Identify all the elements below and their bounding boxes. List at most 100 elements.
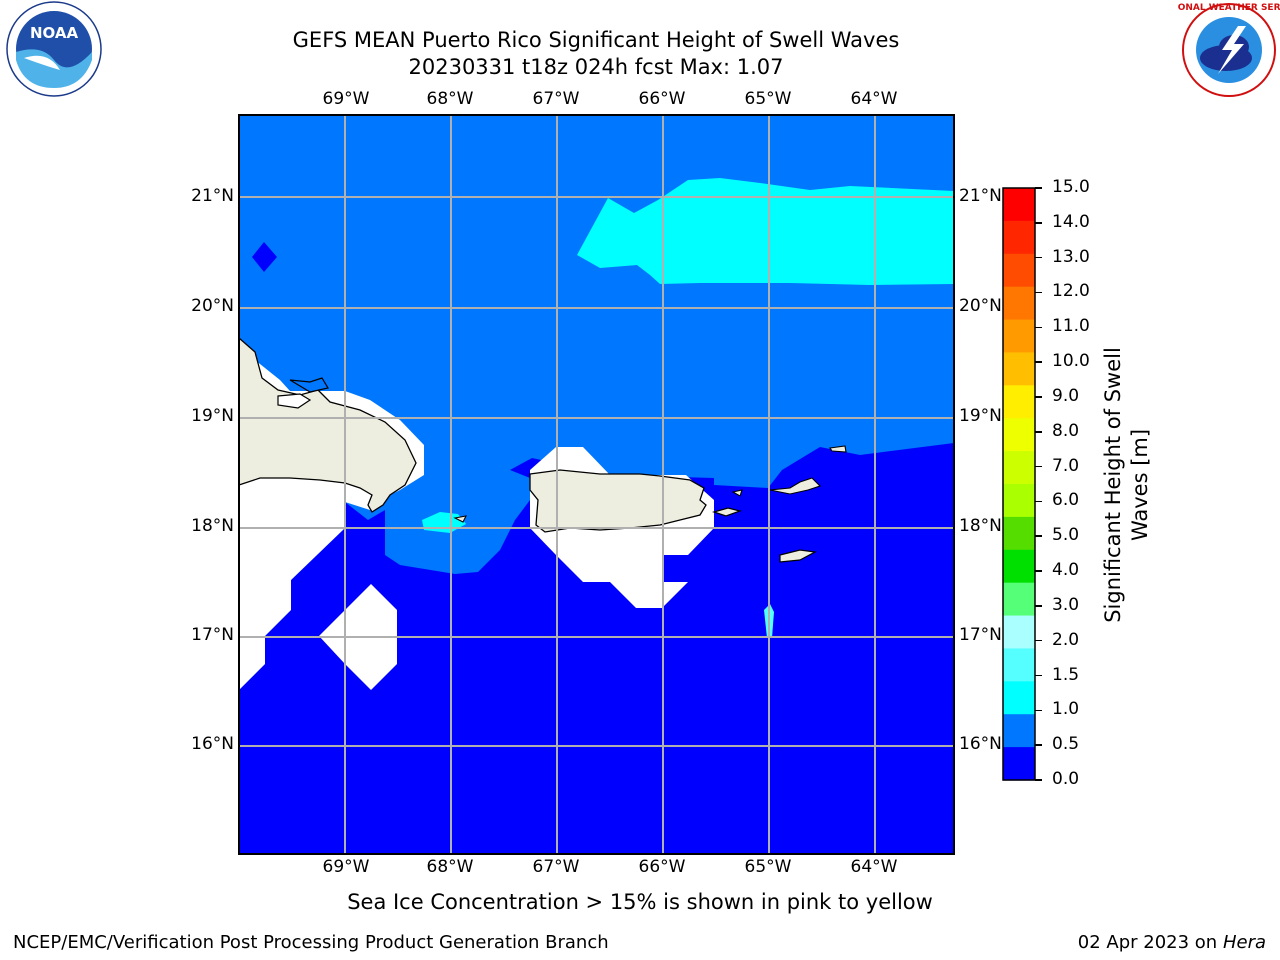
- colorbar-tick-label: 4.0: [1052, 560, 1080, 581]
- colorbar-tick-mark: [1035, 779, 1042, 781]
- colorbar-band: [1003, 451, 1035, 485]
- right-lat-label: 21°N: [959, 186, 1002, 206]
- colorbar-tick-label: 11.0: [1052, 316, 1090, 337]
- footer-host: Hera: [1222, 932, 1266, 953]
- colorbar-band: [1003, 681, 1035, 715]
- colorbar-tick-mark: [1035, 431, 1042, 433]
- right-lat-label: 19°N: [959, 406, 1002, 426]
- colorbar-tick-mark: [1035, 639, 1042, 642]
- colorbar-band: [1003, 385, 1035, 419]
- colorbar-tick-mark: [1035, 256, 1042, 259]
- colorbar-tick-label: 10.0: [1052, 351, 1090, 372]
- colorbar-band: [1003, 188, 1035, 222]
- nws-logo: NATIONAL WEATHER SERVICE: [1178, 3, 1280, 97]
- left-lat-label: 17°N: [191, 625, 234, 645]
- colorbar-band: [1003, 220, 1035, 255]
- left-lat-label: 16°N: [191, 734, 234, 754]
- colorbar-band: [1003, 352, 1035, 386]
- colorbar-tick-mark: [1035, 187, 1042, 189]
- left-lat-label: 21°N: [191, 186, 234, 206]
- land-mona: [453, 515, 467, 523]
- colorbar-band: [1003, 319, 1035, 354]
- left-lat-label: 20°N: [191, 296, 234, 316]
- islet-outline: [289, 377, 329, 393]
- bottom-lon-label: 68°W: [426, 857, 474, 877]
- nws-ring-text: NATIONAL WEATHER SERVICE: [1178, 3, 1280, 13]
- land-culebra: [731, 489, 743, 497]
- bay-outline: [277, 393, 312, 409]
- colorbar-tick-label: 7.0: [1052, 455, 1080, 476]
- swell-zone-high: [577, 178, 954, 285]
- colorbar-tick-label: 15.0: [1052, 177, 1090, 197]
- right-lat-label: 18°N: [959, 516, 1002, 536]
- colorbar-tick-label: 1.5: [1052, 664, 1080, 685]
- colorbar-tick-label: 8.0: [1052, 420, 1080, 441]
- colorbar-tick-mark: [1035, 361, 1042, 363]
- bottom-lon-label: 65°W: [744, 857, 792, 877]
- colorbar-tick-mark: [1035, 709, 1042, 712]
- footer-date-text: 02 Apr 2023 on: [1077, 932, 1223, 953]
- colorbar-band: [1003, 747, 1035, 781]
- left-lat-label: 19°N: [191, 406, 234, 426]
- colorbar-band: [1003, 286, 1035, 321]
- graticule: [239, 115, 954, 854]
- map-frame: [238, 114, 955, 855]
- colorbar-tick-label: 14.0: [1052, 211, 1090, 232]
- bottom-lon-label: 67°W: [532, 857, 580, 877]
- right-lat-label: 17°N: [959, 625, 1002, 645]
- footer-credit: NCEP/EMC/Verification Post Processing Pr…: [13, 932, 609, 953]
- colorbar-frame: [1002, 187, 1036, 781]
- colorbar-tick-label: 2.0: [1052, 629, 1080, 650]
- land-anegada: [829, 445, 847, 453]
- colorbar-tick-label: 6.0: [1052, 490, 1080, 511]
- colorbar-tick-label: 13.0: [1052, 246, 1090, 267]
- colorbar-band: [1003, 516, 1035, 551]
- bottom-lon-label: 64°W: [850, 857, 898, 877]
- colorbar-tick-mark: [1035, 744, 1042, 746]
- colorbar-tick-mark: [1035, 605, 1042, 607]
- colorbar-tick-label: 12.0: [1052, 281, 1090, 302]
- top-lon-label: 65°W: [744, 89, 792, 109]
- left-lat-label: 18°N: [191, 516, 234, 536]
- colorbar-band: [1003, 648, 1035, 682]
- colorbar-tick-mark: [1035, 396, 1042, 398]
- bottom-lon-label: 66°W: [638, 857, 686, 877]
- colorbar: [1002, 187, 1036, 781]
- top-lon-label: 69°W: [322, 89, 370, 109]
- colorbar-tick-mark: [1035, 222, 1042, 224]
- colorbar-label-line2: Waves [m]: [1128, 428, 1152, 542]
- colorbar-band: [1003, 484, 1035, 518]
- right-lat-label: 20°N: [959, 296, 1002, 316]
- top-lon-label: 66°W: [638, 89, 686, 109]
- colorbar-tick-label: 0.5: [1052, 734, 1080, 755]
- land-st-croix: [779, 549, 817, 563]
- colorbar-tick-mark: [1035, 500, 1042, 503]
- swell-height-map: [238, 114, 955, 855]
- colorbar-band: [1003, 418, 1035, 452]
- colorbar-band: [1003, 615, 1035, 650]
- colorbar-tick-mark: [1035, 570, 1042, 572]
- colorbar-tick-label: 0.0: [1052, 769, 1080, 789]
- colorbar-tick-mark: [1035, 535, 1042, 537]
- right-lat-label: 16°N: [959, 734, 1002, 754]
- map-title-line2: 20230331 t18z 024h fcst Max: 1.07: [408, 55, 784, 79]
- footer-date: 02 Apr 2023 on Hera: [1078, 932, 1266, 953]
- colorbar-label-line1: Significant Height of Swell: [1101, 347, 1125, 623]
- colorbar-tick-label: 1.0: [1052, 699, 1080, 720]
- colorbar-tick-mark: [1035, 465, 1042, 468]
- noaa-logo: NOAA: [6, 1, 102, 97]
- land-virgin-islands: [769, 477, 822, 495]
- bottom-lon-label: 69°W: [322, 857, 370, 877]
- colorbar-tick-label: 3.0: [1052, 594, 1080, 615]
- noaa-logo-text: NOAA: [30, 24, 79, 42]
- colorbar-tick-label: 5.0: [1052, 525, 1080, 546]
- colorbar-band: [1003, 582, 1035, 617]
- sea-ice-note: Sea Ice Concentration > 15% is shown in …: [347, 890, 933, 914]
- top-lon-label: 64°W: [850, 89, 898, 109]
- swell-zone-low-patch: [252, 242, 277, 272]
- colorbar-tick-label: 9.0: [1052, 385, 1080, 406]
- land-vieques: [711, 507, 743, 517]
- top-lon-label: 68°W: [426, 89, 474, 109]
- colorbar-tick-mark: [1035, 674, 1042, 677]
- map-title-line1: GEFS MEAN Puerto Rico Significant Height…: [292, 28, 900, 52]
